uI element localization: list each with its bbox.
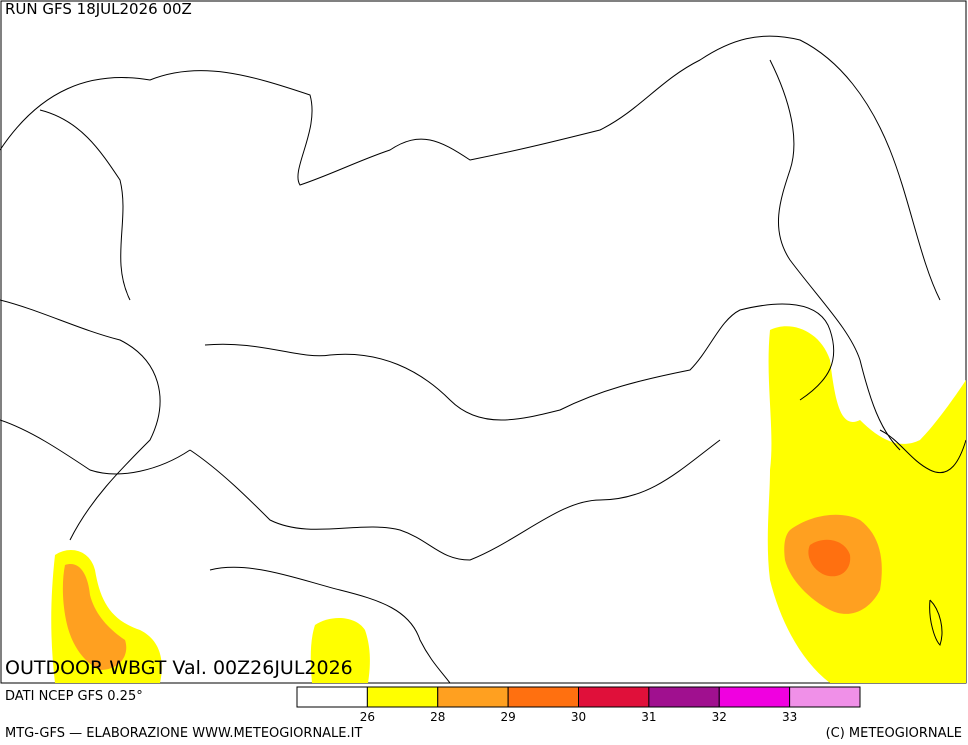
colorbar-tick-label: 28	[430, 710, 445, 724]
wbgt-field	[51, 326, 966, 683]
colorbar-swatch	[507, 686, 579, 708]
colorbar-swatch	[578, 686, 650, 708]
colorbar-swatch	[296, 686, 368, 708]
source-label: DATI NCEP GFS 0.25°	[5, 689, 143, 704]
credit-label: MTG-GFS — ELABORAZIONE WWW.METEOGIORNALE…	[5, 726, 362, 741]
colorbar-tick-label: 33	[782, 710, 797, 724]
run-label: RUN GFS 18JUL2026 00Z	[5, 0, 192, 18]
colorbar-tick-label: 29	[500, 710, 515, 724]
colorbar-tick-label: 32	[712, 710, 727, 724]
wbgt-area	[808, 539, 851, 577]
map-title: OUTDOOR WBGT Val. 00Z26JUL2026	[5, 657, 353, 679]
coastlines	[0, 35, 967, 684]
colorbar-swatch	[789, 686, 861, 708]
colorbar: 26 28 29 30 31 32 33	[296, 686, 861, 724]
colorbar-swatch	[718, 686, 791, 708]
copyright-label: (C) METEOGIORNALE	[826, 726, 962, 741]
wbgt-area	[62, 564, 127, 670]
colorbar-tick-label: 30	[571, 710, 586, 724]
colorbar-swatch	[437, 686, 509, 708]
colorbar-tick-label: 26	[360, 710, 375, 724]
colorbar-tick-label: 31	[641, 710, 656, 724]
colorbar-swatch	[648, 686, 720, 708]
colorbar-swatch	[366, 686, 439, 708]
wbgt-area	[310, 618, 370, 683]
